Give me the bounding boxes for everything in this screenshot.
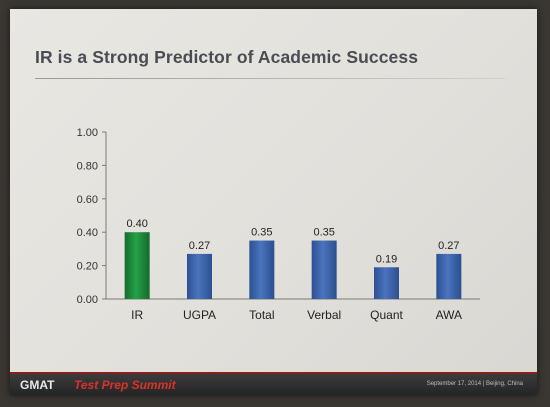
footer-brand-logo: GMAT — [20, 378, 55, 392]
bar-value-label: 0.19 — [376, 253, 397, 265]
y-tick-label: 1.00 — [77, 127, 98, 139]
slide: IR is a Strong Predictor of Academic Suc… — [10, 9, 537, 395]
footer-bar: GMAT Test Prep Summit September 17, 2014… — [10, 372, 537, 395]
y-tick-label: 0.20 — [77, 261, 98, 273]
bar-value-label: 0.35 — [313, 227, 334, 239]
bar-ugpa — [187, 253, 212, 299]
x-tick-label: Total — [249, 308, 274, 322]
bar-value-label: 0.35 — [251, 227, 272, 239]
x-tick-label: AWA — [436, 308, 462, 322]
bar-value-label: 0.27 — [189, 240, 210, 252]
footer-date-location: September 17, 2014 | Beijing, China — [426, 381, 523, 387]
bar-verbal — [311, 240, 337, 299]
y-axis: 0.00 0.20 0.40 0.60 0.80 1.00 — [77, 127, 107, 306]
bar-awa — [436, 253, 462, 299]
data-labels: 0.40 0.27 0.35 0.35 0.19 0.27 — [126, 218, 459, 265]
bar-ir — [124, 232, 150, 299]
bars — [124, 232, 462, 299]
bar-value-label: 0.40 — [126, 218, 147, 230]
footer-event-name: Test Prep Summit — [74, 378, 176, 392]
x-tick-label: UGPA — [183, 308, 216, 322]
y-tick-label: 0.80 — [77, 160, 98, 172]
y-tick-label: 0.00 — [77, 294, 98, 306]
bar-total — [249, 240, 275, 299]
x-tick-label: Quant — [370, 308, 403, 322]
x-axis: IR UGPA Total Verbal Quant AWA — [106, 298, 480, 322]
y-tick-label: 0.60 — [77, 194, 98, 206]
x-tick-label: IR — [131, 308, 143, 322]
bar-quant — [374, 267, 399, 299]
slide-title: IR is a Strong Predictor of Academic Suc… — [35, 47, 419, 67]
bar-chart: 0.00 0.20 0.40 0.60 0.80 1.00 IR UGPA Total Verb… — [77, 127, 480, 322]
y-tick-label: 0.40 — [77, 227, 98, 239]
title-divider — [35, 78, 505, 79]
bar-value-label: 0.27 — [438, 240, 459, 252]
x-tick-label: Verbal — [307, 308, 341, 322]
